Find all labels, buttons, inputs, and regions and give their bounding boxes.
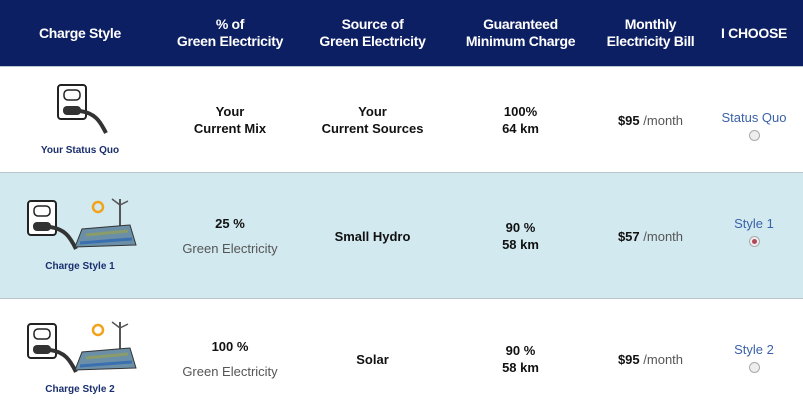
table-cell: Small Hydro xyxy=(300,173,445,299)
minimum-charge: 58 km xyxy=(502,359,539,376)
table-cell: $95 /month xyxy=(596,299,705,418)
table-cell: $57 /month xyxy=(596,173,705,299)
table-cell: 90 %58 km xyxy=(445,299,596,418)
minimum-charge: 58 km xyxy=(502,236,539,253)
bill-unit: /month xyxy=(643,113,683,128)
table-cell: Style 2 xyxy=(705,299,803,418)
green-share: Green Electricity xyxy=(182,240,277,257)
header-text: % of xyxy=(216,16,244,33)
header-cell: I CHOOSE xyxy=(705,0,803,66)
green-source: Your xyxy=(358,103,387,120)
minimum-charge: 100% xyxy=(504,103,537,120)
monthly-bill: $57 /month xyxy=(618,228,683,245)
green-share: 25 % xyxy=(215,215,245,232)
green-share: Green Electricity xyxy=(182,363,277,380)
table-cell: 25 % Green Electricity xyxy=(160,173,300,299)
monthly-bill: $95 /month xyxy=(618,351,683,368)
bill-price: $95 xyxy=(618,352,640,367)
charge-icon xyxy=(50,81,110,136)
table-cell: Your Status Quo xyxy=(0,67,160,173)
table-cell: 100 % Green Electricity xyxy=(160,299,300,418)
charge-icon xyxy=(20,197,140,252)
row-caption: Charge Style 1 xyxy=(45,258,114,275)
green-share: Your xyxy=(216,103,245,120)
table-cell: Charge Style 1 xyxy=(0,173,160,299)
choice-label: Status Quo xyxy=(721,109,786,126)
radio-button[interactable] xyxy=(749,362,760,373)
table-cell: $95 /month xyxy=(596,67,705,173)
table-cell: 90 %58 km xyxy=(445,173,596,299)
green-share: 100 % xyxy=(212,338,249,355)
table-cell: Style 1 xyxy=(705,173,803,299)
header-text: Charge Style xyxy=(39,25,121,42)
charge-icon xyxy=(20,320,140,375)
green-share: Current Mix xyxy=(194,120,266,137)
bill-unit: /month xyxy=(643,352,683,367)
header-text: Electricity Bill xyxy=(607,33,695,50)
minimum-charge: 90 % xyxy=(506,342,536,359)
minimum-charge: 64 km xyxy=(502,120,539,137)
radio-button[interactable] xyxy=(749,130,760,141)
green-source: Small Hydro xyxy=(335,228,411,245)
header-text: Green Electricity xyxy=(319,33,425,50)
header-text: Guaranteed xyxy=(483,16,558,33)
header-text: Green Electricity xyxy=(177,33,283,50)
page: Charge Style% ofGreen ElectricitySource … xyxy=(0,0,803,418)
green-source: Current Sources xyxy=(322,120,424,137)
minimum-charge: 90 % xyxy=(506,219,536,236)
header-text: Monthly xyxy=(625,16,677,33)
table-cell: Solar xyxy=(300,299,445,418)
bill-price: $95 xyxy=(618,113,640,128)
header-text: Minimum Charge xyxy=(466,33,575,50)
table-row: Charge Style 1 25 % Green Electricity Small… xyxy=(0,172,803,299)
radio-button[interactable] xyxy=(749,236,760,247)
row-caption: Charge Style 2 xyxy=(45,381,114,398)
header-text: I CHOOSE xyxy=(721,25,787,42)
table-row: Charge Style 2 100 % Green Electricity Sola… xyxy=(0,298,803,418)
choice-label: Style 1 xyxy=(734,215,774,232)
monthly-bill: $95 /month xyxy=(618,112,683,129)
table-cell: Charge Style 2 xyxy=(0,299,160,418)
row-caption: Your Status Quo xyxy=(41,142,119,159)
green-source: Solar xyxy=(356,351,389,368)
bill-unit: /month xyxy=(643,229,683,244)
table-cell: Status Quo xyxy=(705,67,803,173)
header-cell: Charge Style xyxy=(0,0,160,66)
bill-price: $57 xyxy=(618,229,640,244)
header-text: Source of xyxy=(342,16,404,33)
table-cell: 100%64 km xyxy=(445,67,596,173)
choice-label: Style 2 xyxy=(734,341,774,358)
